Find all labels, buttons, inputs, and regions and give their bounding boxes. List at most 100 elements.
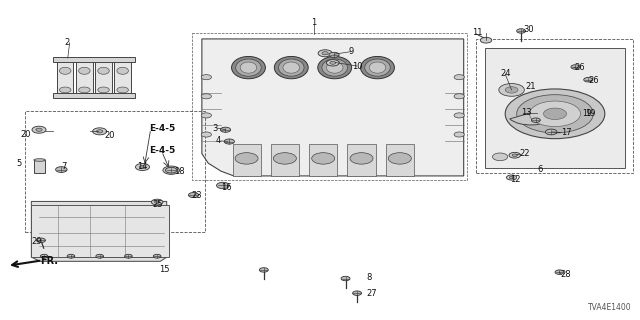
Circle shape [341,276,350,281]
Circle shape [67,254,75,258]
Circle shape [505,87,518,93]
Ellipse shape [60,87,71,93]
Text: 1: 1 [311,19,316,28]
Circle shape [353,291,362,295]
Circle shape [93,128,107,135]
Circle shape [56,167,67,172]
Circle shape [531,118,540,123]
Text: 16: 16 [221,183,232,192]
Text: 20: 20 [21,130,31,139]
Circle shape [224,139,234,144]
Circle shape [201,113,211,118]
Text: 21: 21 [525,82,536,91]
Circle shape [543,108,566,120]
Circle shape [388,153,412,164]
Ellipse shape [79,87,90,93]
Circle shape [509,176,514,179]
Text: 13: 13 [521,108,532,117]
Circle shape [155,201,160,203]
Text: 6: 6 [537,165,543,174]
Circle shape [97,130,103,133]
Bar [115,61,131,96]
Text: 20: 20 [104,131,115,140]
Circle shape [454,113,465,118]
Circle shape [350,153,373,164]
Circle shape [512,154,517,156]
Circle shape [125,254,132,258]
Circle shape [152,199,163,205]
Text: 12: 12 [510,175,521,184]
Bar [76,61,93,96]
Ellipse shape [117,87,129,93]
Ellipse shape [365,59,390,76]
Bar [232,144,260,176]
Ellipse shape [236,59,261,76]
Circle shape [188,193,198,197]
Ellipse shape [240,62,257,73]
Circle shape [480,37,492,43]
Circle shape [216,182,229,189]
Text: 4: 4 [216,136,221,145]
Circle shape [454,132,465,137]
Ellipse shape [322,59,348,76]
Circle shape [220,127,230,132]
Circle shape [555,270,564,274]
Circle shape [454,75,465,80]
Text: 27: 27 [366,289,376,298]
Circle shape [136,164,150,171]
Text: E-4-5: E-4-5 [150,124,176,132]
Circle shape [201,75,211,80]
Bar [348,144,376,176]
Circle shape [32,126,46,133]
Polygon shape [31,201,167,261]
Text: 19: 19 [582,109,591,118]
Bar [309,144,337,176]
Ellipse shape [60,67,71,74]
Text: 28: 28 [561,270,572,279]
Text: 15: 15 [159,265,170,275]
Ellipse shape [369,62,386,73]
Bar [53,93,135,98]
Ellipse shape [79,67,90,74]
Text: 11: 11 [472,28,483,37]
Circle shape [312,153,335,164]
Circle shape [166,167,177,173]
Circle shape [201,94,211,99]
Text: 24: 24 [500,69,511,78]
Circle shape [454,94,465,99]
Bar [57,61,74,96]
Circle shape [516,95,593,133]
Text: 9: 9 [349,47,354,56]
Text: 29: 29 [31,237,42,246]
Text: E-4-5: E-4-5 [150,146,176,155]
Circle shape [140,165,146,169]
Circle shape [329,52,339,57]
Ellipse shape [275,56,308,79]
Polygon shape [202,39,464,176]
Text: 22: 22 [519,149,530,158]
Circle shape [505,89,605,139]
Circle shape [36,128,42,131]
Circle shape [571,65,580,69]
Circle shape [259,268,268,272]
Ellipse shape [232,56,266,79]
Text: 5: 5 [17,159,22,168]
Circle shape [163,166,179,174]
Ellipse shape [283,62,300,73]
Bar [386,144,414,176]
Bar [34,160,45,173]
Text: 18: 18 [174,167,185,176]
Text: 19: 19 [585,109,596,118]
Circle shape [529,101,580,126]
Wedge shape [509,113,554,125]
Circle shape [506,175,516,180]
Text: 23: 23 [191,190,202,200]
Bar [484,49,625,168]
Ellipse shape [98,67,109,74]
Text: 26: 26 [574,63,585,72]
Ellipse shape [34,159,45,161]
Circle shape [545,129,557,135]
Circle shape [318,50,332,57]
Text: 14: 14 [137,162,148,171]
Ellipse shape [278,59,304,76]
